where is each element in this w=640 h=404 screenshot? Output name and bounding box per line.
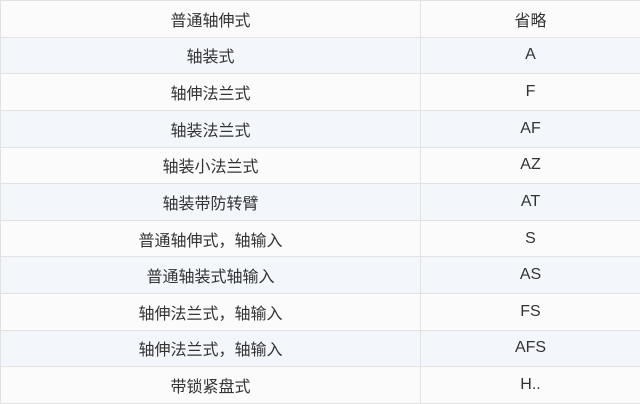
table-row: 轴装小法兰式 AZ	[0, 146, 640, 185]
code-cell: H..	[420, 366, 640, 404]
table-row: 轴伸法兰式 F	[0, 73, 640, 111]
type-name-cell: 轴装式	[0, 36, 421, 75]
type-name-cell: 带锁紧盘式	[0, 366, 421, 404]
type-name-cell: 轴装带防转臂	[0, 183, 421, 221]
code-cell: AFS	[420, 329, 640, 368]
type-name-cell: 轴伸法兰式，轴输入	[0, 329, 421, 368]
table-row: 普通轴伸式，轴输入 S	[0, 219, 640, 258]
table-row: 轴伸法兰式，轴输入 FS	[0, 293, 640, 331]
table-row: 轴装带防转臂 AT	[0, 183, 640, 221]
code-cell: 省略	[420, 0, 640, 38]
code-cell: FS	[420, 293, 640, 331]
table-row: 普通轴伸式 省略	[0, 0, 640, 38]
code-cell: S	[420, 219, 640, 258]
table-row: 带锁紧盘式 H..	[0, 366, 640, 404]
table-row: 普通轴装式轴输入 AS	[0, 256, 640, 294]
code-cell: F	[420, 73, 640, 111]
table-row: 轴装法兰式 AF	[0, 109, 640, 148]
type-name-cell: 普通轴伸式，轴输入	[0, 219, 421, 258]
table-row: 轴装式 A	[0, 36, 640, 75]
type-name-cell: 轴伸法兰式，轴输入	[0, 293, 421, 331]
code-cell: AZ	[420, 146, 640, 185]
type-name-cell: 轴装小法兰式	[0, 146, 421, 185]
type-name-cell: 轴装法兰式	[0, 109, 421, 148]
type-name-cell: 普通轴伸式	[0, 0, 421, 38]
code-cell: AS	[420, 256, 640, 294]
type-name-cell: 轴伸法兰式	[0, 73, 421, 111]
table-row: 轴伸法兰式，轴输入 AFS	[0, 329, 640, 368]
code-cell: AF	[420, 109, 640, 148]
code-cell: AT	[420, 183, 640, 221]
code-cell: A	[420, 36, 640, 75]
type-name-cell: 普通轴装式轴输入	[0, 256, 421, 294]
